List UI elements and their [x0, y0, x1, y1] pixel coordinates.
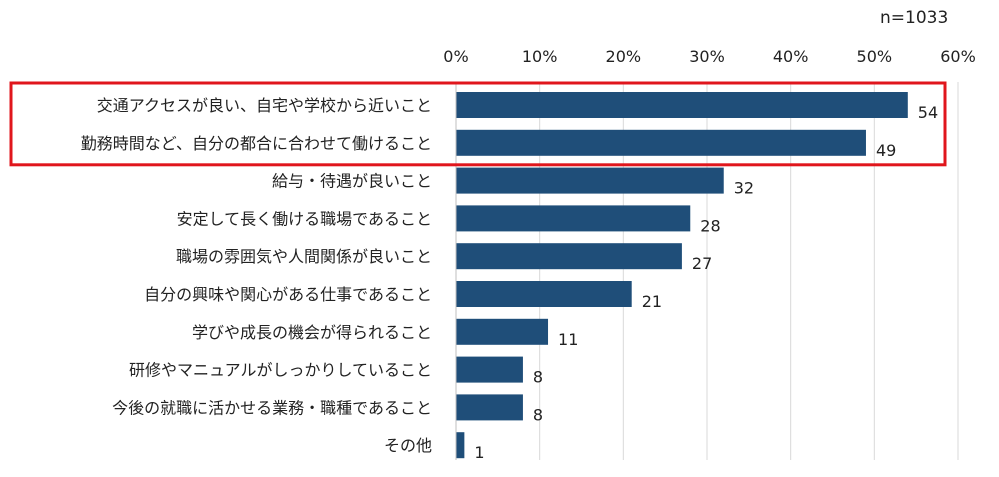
data-label: 49	[876, 141, 896, 160]
bar	[456, 243, 682, 270]
category-label: 勤務時間など、自分の都合に合わせて働けること	[81, 134, 432, 153]
category-label: 給与・待遇が良いこと	[272, 172, 432, 191]
data-label: 32	[734, 179, 754, 198]
data-label: 1	[474, 443, 484, 462]
bar	[456, 129, 866, 156]
x-tick-label: 10%	[522, 47, 558, 66]
data-label: 21	[642, 292, 662, 311]
category-label: 安定して長く働ける職場であること	[177, 209, 432, 228]
category-label: 交通アクセスが良い、自宅や学校から近いこと	[97, 96, 432, 115]
bar	[456, 432, 465, 459]
bar	[456, 356, 523, 383]
category-label: 今後の就職に活かせる業務・職種であること	[112, 398, 432, 417]
x-tick-label: 50%	[857, 47, 893, 66]
data-label: 27	[692, 254, 712, 273]
data-label: 8	[533, 405, 543, 424]
category-label: 研修やマニュアルがしっかりしていること	[129, 361, 432, 380]
data-label: 8	[533, 368, 543, 387]
data-label: 28	[700, 216, 720, 235]
x-tick-label: 20%	[606, 47, 642, 66]
x-tick-label: 30%	[689, 47, 725, 66]
highlight-box	[9, 81, 947, 167]
category-label: 自分の興味や関心がある仕事であること	[144, 285, 432, 304]
x-tick-label: 0%	[443, 47, 468, 66]
bar	[456, 205, 691, 232]
bar	[456, 92, 908, 118]
bar	[456, 281, 632, 307]
sample-size-label: n=1033	[880, 8, 949, 28]
category-label: 職場の雰囲気や人間関係が良いこと	[176, 247, 432, 266]
data-label: 11	[558, 330, 578, 349]
bar	[456, 394, 523, 421]
x-tick-label: 40%	[773, 47, 809, 66]
category-label: 学びや成長の機会が得られること	[192, 323, 432, 342]
bar	[456, 167, 724, 194]
category-label: その他	[384, 436, 432, 455]
bar	[456, 318, 549, 345]
x-tick-label: 60%	[940, 47, 976, 66]
data-label: 54	[918, 103, 938, 122]
